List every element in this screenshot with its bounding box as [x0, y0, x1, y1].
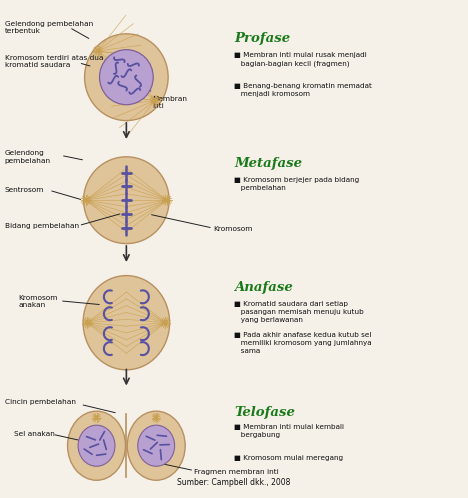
Ellipse shape [78, 425, 115, 466]
Ellipse shape [83, 275, 169, 370]
Text: ■ Kromatid saudara dari setiap
   pasangan memisah menuju kutub
   yang berlawan: ■ Kromatid saudara dari setiap pasangan … [234, 301, 364, 323]
Circle shape [86, 321, 89, 325]
Text: Sumber: Campbell dkk., 2008: Sumber: Campbell dkk., 2008 [177, 478, 291, 487]
Text: Kromosom: Kromosom [213, 226, 252, 232]
Ellipse shape [84, 157, 169, 244]
Circle shape [84, 198, 88, 202]
Ellipse shape [138, 425, 175, 466]
Text: ■ Membran inti mulai rusak menjadi
   bagian-bagian kecil (fragmen): ■ Membran inti mulai rusak menjadi bagia… [234, 52, 367, 67]
Text: Kromosom
anakan: Kromosom anakan [19, 295, 58, 308]
Text: Profase: Profase [234, 32, 290, 45]
Text: Cincin pembelahan: Cincin pembelahan [5, 399, 76, 405]
Text: Sentrosom: Sentrosom [5, 187, 44, 193]
Circle shape [165, 198, 168, 202]
Text: Membran
inti: Membran inti [152, 96, 187, 109]
Text: Kromosom terdiri atas dua
kromatid saudara: Kromosom terdiri atas dua kromatid sauda… [5, 55, 103, 68]
Text: Gelendong pembelahan
terbentuk: Gelendong pembelahan terbentuk [5, 21, 93, 34]
Ellipse shape [127, 411, 185, 480]
Text: Bidang pembelahan: Bidang pembelahan [5, 223, 79, 229]
Ellipse shape [85, 34, 168, 121]
Text: ■ Kromosom berjejer pada bidang
   pembelahan: ■ Kromosom berjejer pada bidang pembelah… [234, 177, 359, 191]
Ellipse shape [100, 50, 153, 105]
Text: Anafase: Anafase [234, 281, 293, 294]
Text: ■ Kromosom mulai meregang: ■ Kromosom mulai meregang [234, 455, 343, 461]
Text: Gelendong
pembelahan: Gelendong pembelahan [5, 150, 51, 164]
Circle shape [164, 321, 167, 325]
Circle shape [154, 99, 157, 102]
Text: Fragmen membran inti: Fragmen membran inti [194, 469, 279, 475]
Circle shape [155, 416, 158, 419]
Circle shape [95, 416, 98, 419]
Text: Sel anakan: Sel anakan [14, 431, 55, 437]
Text: Telofase: Telofase [234, 406, 295, 419]
Text: ■ Pada akhir anafase kedua kutub sel
   memiliki kromosom yang jumlahnya
   sama: ■ Pada akhir anafase kedua kutub sel mem… [234, 332, 372, 354]
Text: ■ Membran inti mulai kembali
   bergabung: ■ Membran inti mulai kembali bergabung [234, 424, 344, 438]
Circle shape [96, 49, 99, 53]
Ellipse shape [67, 411, 125, 480]
Text: ■ Benang-benang kromatin memadat
   menjadi kromosom: ■ Benang-benang kromatin memadat menjadi… [234, 83, 372, 97]
Text: Metafase: Metafase [234, 157, 302, 170]
